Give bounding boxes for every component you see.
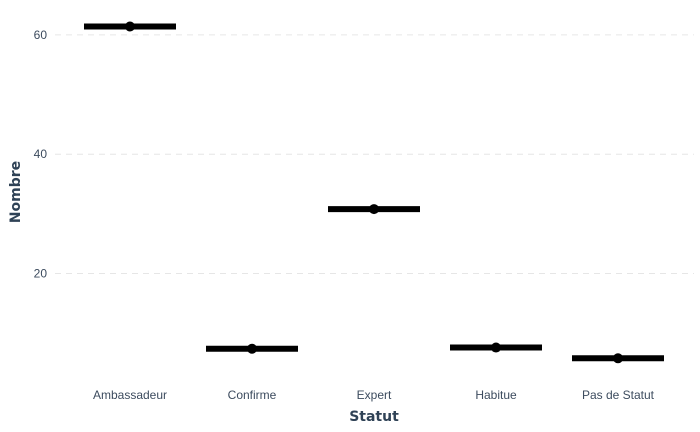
x-tick-label: Habitue <box>475 388 517 402</box>
y-tick-label: 40 <box>34 147 48 161</box>
x-axis-ticks: Ambassadeur Confirme Expert Habitue Pas de S… <box>93 388 655 402</box>
x-tick-label: Pas de Statut <box>582 388 655 402</box>
data-point-expert <box>369 204 379 215</box>
data-point-pas-de-statut <box>613 353 623 364</box>
y-tick-label: 60 <box>34 28 48 42</box>
data-point-habitue <box>491 342 501 353</box>
y-axis-title: Nombre <box>8 161 24 223</box>
x-axis-title: Statut <box>349 409 399 425</box>
x-tick-label: Confirme <box>228 388 277 402</box>
y-tick-label: 20 <box>34 267 48 281</box>
data-point-confirme <box>247 343 257 354</box>
data-point-ambassadeur <box>125 21 135 32</box>
x-tick-label: Expert <box>357 388 392 402</box>
data-marks <box>84 21 664 364</box>
x-tick-label: Ambassadeur <box>93 388 167 402</box>
grid-layer <box>55 34 694 275</box>
y-axis-ticks: 20 40 60 <box>34 28 48 281</box>
